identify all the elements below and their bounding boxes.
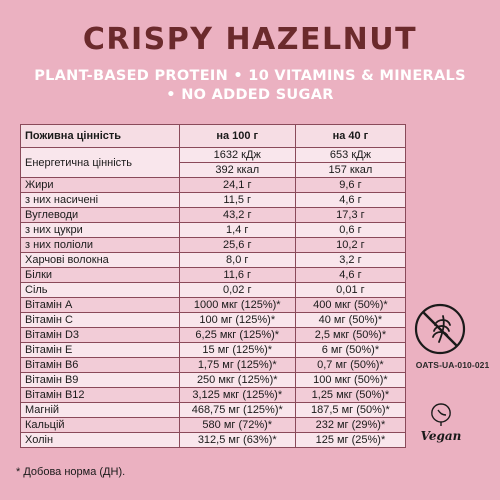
value-per-100g: 6,25 мкг (125%)* [178,327,296,343]
nutrient-name: Вуглеводи [20,207,180,223]
energy-kj-100g: 1632 кДж [178,147,296,163]
value-per-40g: 100 мкг (50%)* [294,372,407,388]
subtitle-line-1: PLANT-BASED PROTEIN • 10 VITAMINS & MINE… [34,68,466,84]
table-row: Кальцій 580 мг (72%)* 232 мг (29%)* [20,417,407,433]
header-per-40g: на 40 г [294,124,407,148]
value-per-40g: 40 мг (50%)* [294,312,407,328]
value-per-100g: 250 мкг (125%)* [178,372,296,388]
value-per-100g: 100 мг (125%)* [178,312,296,328]
nutrient-name: Жири [20,177,180,193]
value-per-40g: 187,5 мг (50%)* [294,402,407,418]
value-per-100g: 15 мг (125%)* [178,342,296,358]
nutrient-name: Вітамін D3 [20,327,180,343]
nutrient-name: з них цукри [20,222,180,238]
value-per-100g: 468,75 мг (125%)* [178,402,296,418]
value-per-100g: 25,6 г [178,237,296,253]
gluten-free-icon [414,303,466,355]
value-per-40g: 2,5 мкг (50%)* [294,327,407,343]
value-per-40g: 232 мг (29%)* [294,417,407,433]
energy-kcal-100g: 392 ккал [178,162,296,178]
nutrient-name: з них поліоли [20,237,180,253]
nutrient-name: Вітамін В6 [20,357,180,373]
value-per-40g: 4,6 г [294,192,407,208]
table-row: Енергетична цінність 1632 кДж 653 кДж [20,147,407,178]
value-per-100g: 11,5 г [178,192,296,208]
nutrient-name: Магній [20,402,180,418]
certification-code: OATS-UA-010-021 [415,360,490,370]
energy-kj-40g: 653 кДж [294,147,407,163]
value-per-40g: 17,3 г [294,207,407,223]
energy-kcal-40g: 157 ккал [294,162,407,178]
table-row: Вуглеводи 43,2 г 17,3 г [20,207,407,223]
nutrient-name: з них насичені [20,192,180,208]
table-row: 392 ккал 157 ккал [21,162,407,178]
nutrient-name: Вітамін E [20,342,180,358]
table-row: Білки 11,6 г 4,6 г [20,267,407,283]
value-per-40g: 9,6 г [294,177,407,193]
product-title: CRISPY HAZELNUT [82,22,418,57]
table-row: Вітамін А 1000 мкг (125%)* 400 мкг (50%)* [20,297,407,313]
nutrient-name: Харчові волокна [20,252,180,268]
table-row: Вітамін В6 1,75 мг (125%)* 0,7 мг (50%)* [20,357,407,373]
table-row: Вітамін С 100 мг (125%)* 40 мг (50%)* [20,312,407,328]
value-per-100g: 11,6 г [178,267,296,283]
nutrient-name: Вітамін В9 [20,372,180,388]
value-per-40g: 400 мкг (50%)* [294,297,407,313]
value-per-100g: 0,02 г [178,282,296,298]
table-row: Вітамін В12 3,125 мкг (125%)* 1,25 мкг (50… [20,387,407,403]
table-row: Холін 312,5 мг (63%)* 125 мг (25%)* [20,432,407,448]
value-per-40g: 0,7 мг (50%)* [294,357,407,373]
nutrient-name: Вітамін В12 [20,387,180,403]
header-nutrient: Поживна цінність [20,124,180,148]
nutrient-name: Кальцій [20,417,180,433]
value-per-100g: 1,75 мг (125%)* [178,357,296,373]
value-per-40g: 125 мг (25%)* [294,432,407,448]
table-row: Жири 24,1 г 9,6 г [20,177,407,193]
header-per-100g: на 100 г [178,124,296,148]
table-row: з них поліоли 25,6 г 10,2 г [20,237,407,253]
value-per-100g: 312,5 мг (63%)* [178,432,296,448]
table-row: Сіль 0,02 г 0,01 г [20,282,407,298]
value-per-40g: 6 мг (50%)* [294,342,407,358]
table-row: Магній 468,75 мг (125%)* 187,5 мг (50%)* [20,402,407,418]
table-row: з них цукри 1,4 г 0,6 г [20,222,407,238]
table-row: Вітамін В9 250 мкг (125%)* 100 мкг (50%)* [20,372,407,388]
value-per-100g: 8,0 г [178,252,296,268]
energy-label: Енергетична цінність [20,147,180,178]
table-row: Вітамін D3 6,25 мкг (125%)* 2,5 мкг (50%)* [20,327,407,343]
nutrient-name: Вітамін А [20,297,180,313]
value-per-100g: 580 мг (72%)* [178,417,296,433]
value-per-40g: 0,01 г [294,282,407,298]
vegan-logo-text: Vegan [421,429,461,443]
nutrient-name: Білки [20,267,180,283]
table-row: Харчові волокна 8,0 г 3,2 г [20,252,407,268]
value-per-40g: 4,6 г [294,267,407,283]
value-per-100g: 3,125 мкг (125%)* [178,387,296,403]
value-per-100g: 1,4 г [178,222,296,238]
table-row: з них насичені 11,5 г 4,6 г [20,192,407,208]
value-per-100g: 43,2 г [178,207,296,223]
nutrient-name: Вітамін С [20,312,180,328]
value-per-40g: 3,2 г [294,252,407,268]
value-per-40g: 0,6 г [294,222,407,238]
subtitle-line-2: • NO ADDED SUGAR [166,87,334,103]
value-per-40g: 10,2 г [294,237,407,253]
value-per-100g: 24,1 г [178,177,296,193]
nutrient-name: Холін [20,432,180,448]
value-per-100g: 1000 мкг (125%)* [178,297,296,313]
nutrition-table: Поживна цінність на 100 г на 40 г Енерге… [20,124,407,448]
nutrient-name: Сіль [20,282,180,298]
nutrition-table-header: Поживна цінність на 100 г на 40 г [20,124,407,148]
vegan-logo: Vegan [421,403,461,443]
table-row: Вітамін E 15 мг (125%)* 6 мг (50%)* [20,342,407,358]
value-per-40g: 1,25 мкг (50%)* [294,387,407,403]
footnote: * Добова норма (ДН). [16,466,126,478]
